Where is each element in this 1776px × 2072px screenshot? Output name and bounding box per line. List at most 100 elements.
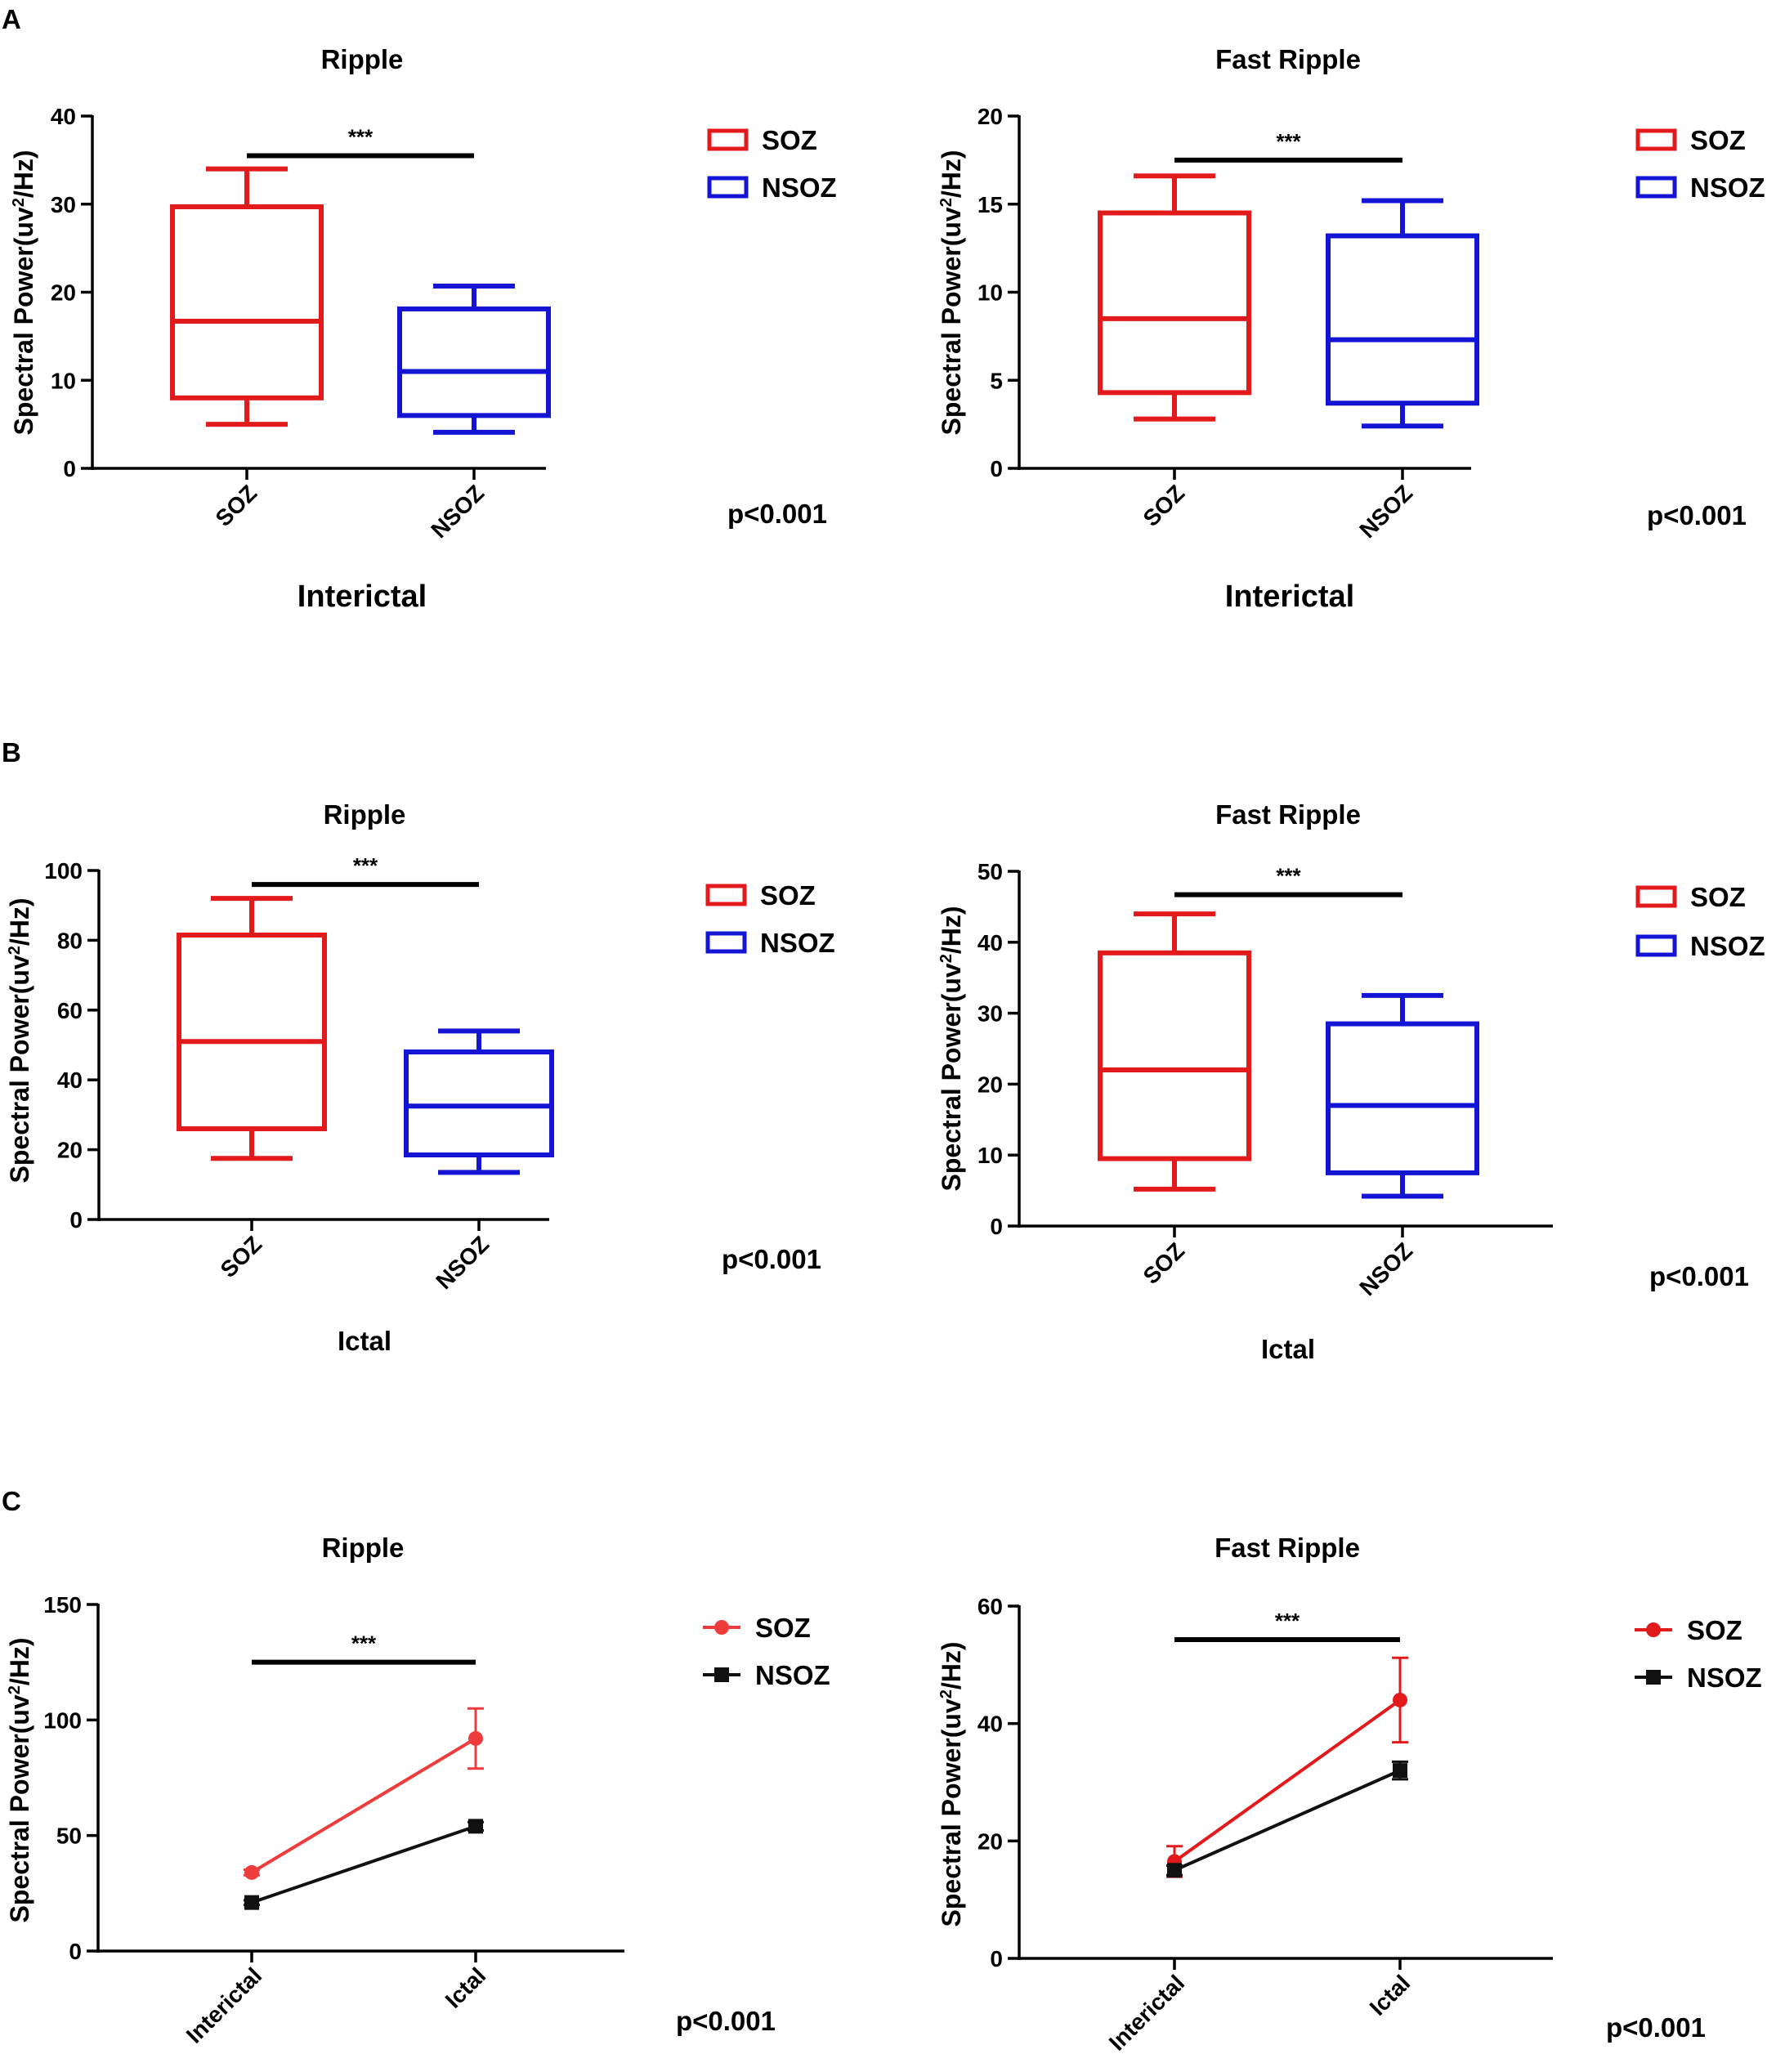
y-tick-label: 0 — [990, 1214, 1003, 1239]
box-iqr — [1098, 950, 1251, 1161]
data-point-square — [468, 1819, 483, 1834]
x-tick-label: NSOZ — [426, 480, 489, 543]
significance-stars: *** — [1276, 864, 1301, 888]
y-tick-label: 20 — [51, 280, 76, 306]
data-point-circle — [244, 1864, 259, 1880]
box-soz — [177, 896, 327, 1161]
y-tick-label: 100 — [43, 1707, 82, 1733]
box-nsoz — [404, 1028, 554, 1175]
legend-item-soz: SOZ — [705, 880, 816, 911]
legend-label: SOZ — [1690, 882, 1746, 912]
legend-marker-square — [714, 1667, 729, 1682]
legend-swatch — [705, 931, 747, 954]
box-nsoz — [1326, 992, 1479, 1199]
data-point-square — [1393, 1763, 1407, 1779]
p-value: p<0.001 — [1606, 2012, 1706, 2043]
y-tick-label: 40 — [977, 930, 1003, 955]
chart-title: Fast Ripple — [1215, 1533, 1360, 1563]
x-tick-label: Ictal — [1365, 1970, 1416, 2021]
y-axis-label-part: Spectral Power(uv — [9, 207, 38, 435]
x-tick-label: SOZ — [216, 1231, 267, 1282]
significance-stars: *** — [1275, 1609, 1300, 1633]
chart-C-fast-ripple: Fast Ripple Spectral Power(uv2/Hz) 0 20 40 60… — [937, 1533, 1762, 2056]
series-nsoz — [244, 1819, 484, 1910]
x-tick-label: Ictal — [441, 1962, 491, 2013]
box-iqr — [397, 306, 551, 418]
y-axis-label-superscript: 2 — [937, 954, 955, 963]
box-iqr — [170, 204, 324, 401]
legend-swatch — [1635, 176, 1677, 199]
y-tick-label: 0 — [990, 456, 1003, 481]
box-iqr — [404, 1049, 554, 1158]
y-axis-label-part: Spectral Power(uv — [937, 963, 966, 1191]
chart-title: Fast Ripple — [1215, 799, 1361, 830]
legend-label: SOZ — [760, 880, 816, 911]
y-axis-label-superscript: 2 — [6, 946, 24, 955]
y-tick-label: 10 — [51, 368, 76, 393]
y-axis-label-part: Spectral Power(uv — [937, 1698, 966, 1927]
series-soz — [1166, 1656, 1408, 1878]
y-axis-label-part: /Hz) — [5, 898, 34, 946]
y-axis-label-part: Spectral Power(uv — [5, 955, 34, 1183]
x-tick-label: Interictal — [1104, 1970, 1189, 2055]
y-axis-label: Spectral Power(uv2/Hz) — [937, 1642, 966, 1927]
legend-swatch — [707, 176, 749, 199]
y-tick-label: 40 — [51, 104, 76, 129]
legend-label: NSOZ — [762, 172, 837, 203]
p-value: p<0.001 — [727, 499, 827, 529]
y-axis-label-superscript: 2 — [937, 1689, 955, 1698]
series-line — [1174, 1769, 1401, 1873]
y-axis-label-part: /Hz) — [937, 150, 966, 199]
legend-label: NSOZ — [1687, 1663, 1762, 1693]
y-tick-label: 30 — [51, 192, 76, 217]
data-point-square — [244, 1895, 259, 1910]
y-axis-label: Spectral Power(uv2/Hz) — [9, 150, 38, 436]
chart-title: Ripple — [322, 1533, 405, 1563]
y-axis-label: Spectral Power(uv2/Hz) — [5, 1638, 34, 1923]
y-axis-label: Spectral Power(uv2/Hz) — [937, 906, 966, 1192]
legend-swatch — [705, 884, 747, 906]
legend-label: SOZ — [755, 1613, 811, 1643]
significance-stars: *** — [353, 853, 378, 878]
x-tick-label: Interictal — [181, 1962, 266, 2047]
series-line — [251, 1824, 476, 1904]
x-tick-label: NSOZ — [1354, 480, 1417, 543]
significance-stars: *** — [351, 1631, 377, 1656]
legend-item-nsoz: NSOZ — [1635, 931, 1765, 961]
x-tick-label: SOZ — [211, 480, 262, 531]
legend-swatch — [1635, 934, 1677, 957]
legend-item-soz: SOZ — [1635, 882, 1746, 912]
chart-A-ripple: Ripple Spectral Power(uv2/Hz) 0 10 20 30 40 SOZ… — [9, 44, 837, 614]
y-axis-label: Spectral Power(uv2/Hz) — [937, 150, 966, 436]
chart-A-fast-ripple: Fast Ripple Spectral Power(uv2/Hz) 0 5 10 15 2… — [937, 44, 1765, 614]
y-tick-label: 0 — [990, 1946, 1003, 1971]
legend-item-nsoz: NSOZ — [705, 928, 835, 958]
significance-stars: *** — [1276, 129, 1301, 154]
y-axis-label-part: Spectral Power(uv — [5, 1694, 34, 1922]
y-tick-label: 30 — [977, 1001, 1003, 1027]
p-value: p<0.001 — [1647, 500, 1747, 530]
legend-item-soz: SOZ — [703, 1613, 811, 1643]
legend-swatch — [1635, 885, 1677, 908]
y-tick-label: 20 — [977, 104, 1003, 129]
x-tick-label: SOZ — [1139, 480, 1190, 531]
panel-letter-a: A — [2, 4, 21, 34]
y-axis-label-superscript: 2 — [6, 1685, 24, 1694]
legend-swatch — [1635, 128, 1677, 151]
x-axis-title: Interictal — [1225, 580, 1354, 614]
y-tick-label: 60 — [57, 998, 83, 1023]
y-axis-label: Spectral Power(uv2/Hz) — [5, 898, 34, 1184]
chart-B-fast-ripple: Fast Ripple Spectral Power(uv2/Hz) 0 10 20 30… — [937, 799, 1765, 1364]
y-tick-label: 100 — [44, 858, 83, 884]
chart-title: Ripple — [324, 799, 406, 830]
y-tick-label: 15 — [977, 192, 1003, 217]
legend-item-soz: SOZ — [707, 125, 817, 155]
panel-letter-b: B — [2, 737, 21, 767]
y-tick-label: 20 — [977, 1828, 1003, 1854]
box-nsoz — [1326, 198, 1479, 429]
data-point-circle — [1393, 1692, 1407, 1707]
y-tick-label: 0 — [63, 456, 76, 481]
y-tick-label: 40 — [57, 1067, 83, 1093]
